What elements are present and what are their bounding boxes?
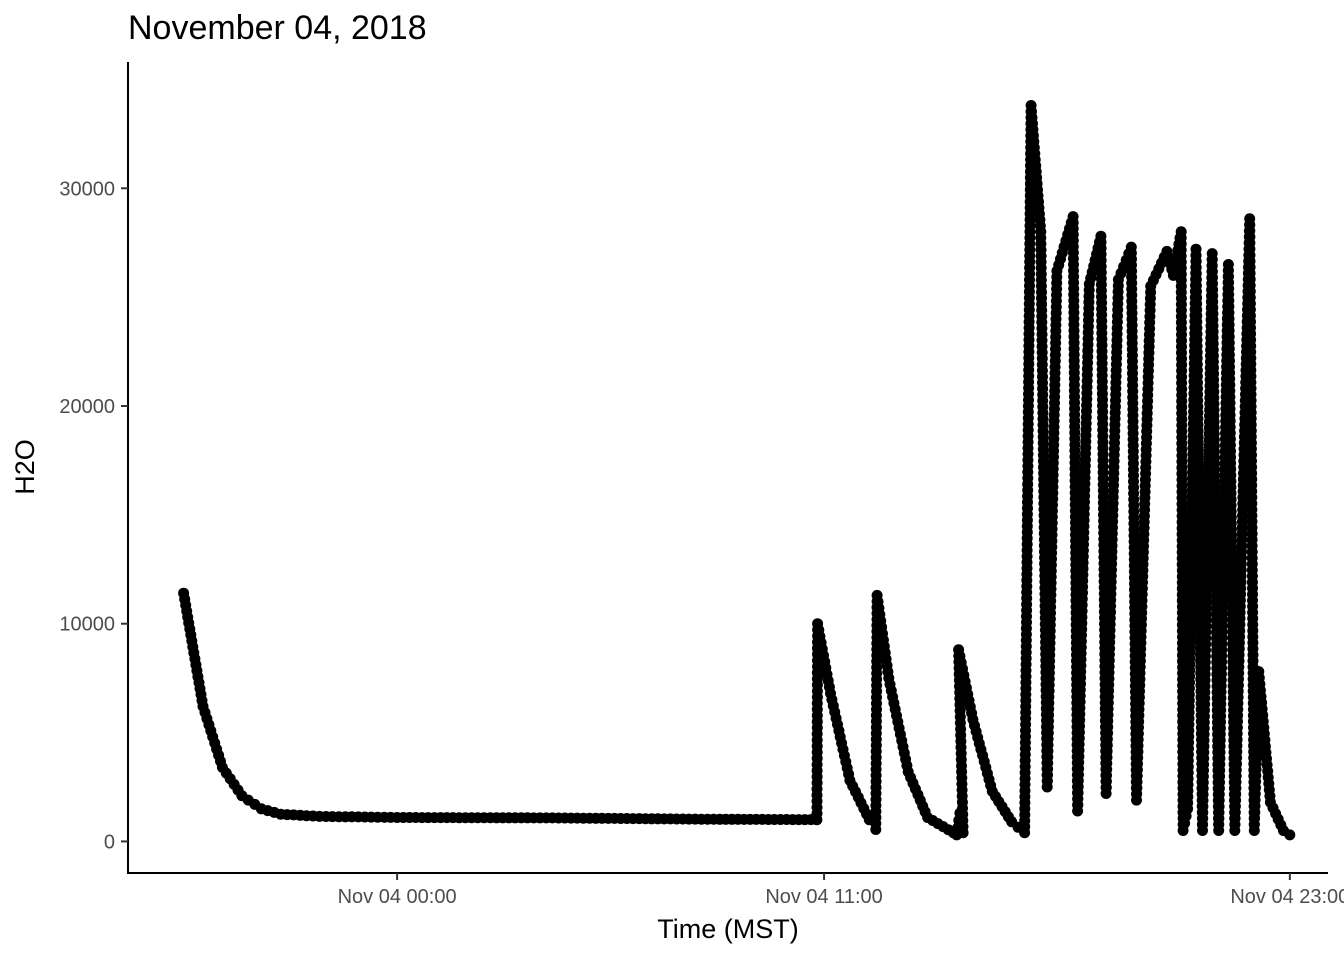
y-tick-label: 30000: [59, 178, 115, 200]
y-axis-title: H2O: [10, 439, 40, 495]
x-axis-ticks: Nov 04 00:00 Nov 04 11:00 Nov 04 23:00: [338, 873, 1344, 908]
y-tick-label: 10000: [59, 614, 115, 636]
data-points: [178, 100, 1296, 841]
x-tick-label: Nov 04 11:00: [765, 886, 883, 908]
y-axis-ticks: 0 10000 20000 30000: [59, 178, 128, 853]
chart-title: November 04, 2018: [128, 9, 427, 47]
x-axis-title: Time (MST): [657, 914, 798, 944]
y-tick-label: 20000: [59, 396, 115, 418]
y-tick-label: 0: [104, 831, 115, 853]
x-tick-label: Nov 04 23:00: [1230, 886, 1344, 908]
data-point: [1284, 829, 1296, 841]
x-tick-label: Nov 04 00:00: [338, 886, 457, 908]
